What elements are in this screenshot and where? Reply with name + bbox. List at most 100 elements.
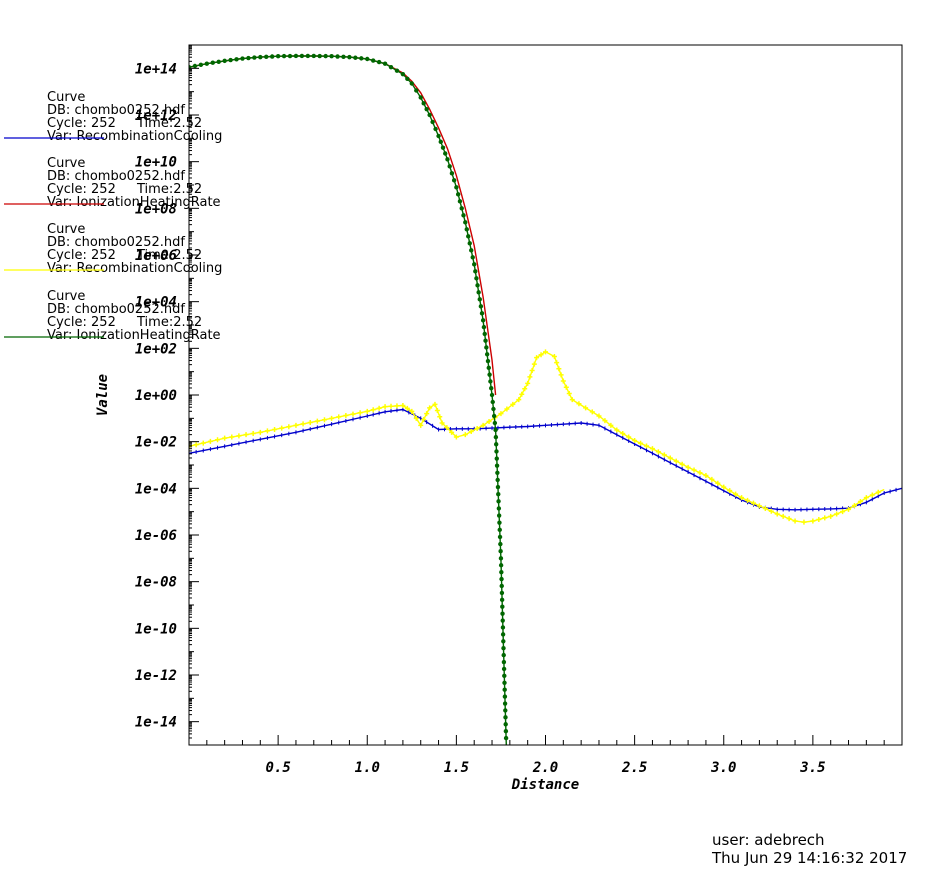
data-point <box>474 425 480 431</box>
data-point <box>649 446 655 452</box>
data-point <box>503 735 509 741</box>
data-point <box>566 390 572 396</box>
data-point <box>252 55 257 60</box>
y-tick-label: 1e+12 <box>135 108 177 124</box>
data-point <box>335 54 340 59</box>
data-point <box>685 464 691 470</box>
data-point <box>394 68 400 73</box>
data-point <box>504 406 510 412</box>
legend-text: Cycle: 252 <box>47 182 116 197</box>
series-line <box>189 55 507 745</box>
data-point <box>750 500 756 506</box>
x-axis-title: Distance <box>511 777 579 793</box>
data-point <box>484 345 489 350</box>
legend-text: Var: RecombinationCooling <box>47 261 222 276</box>
data-point <box>498 411 504 417</box>
data-point <box>488 379 493 384</box>
y-tick-label: 1e-10 <box>135 621 177 637</box>
data-point <box>341 54 346 60</box>
legend-text: Cycle: 252 <box>47 315 116 330</box>
legend-text: DB: chombo0252.hdf <box>47 169 185 184</box>
data-point <box>236 433 242 439</box>
data-point <box>193 442 199 448</box>
data-point <box>409 81 415 86</box>
plot-frame <box>188 44 903 746</box>
data-point <box>596 413 602 419</box>
data-point <box>364 408 370 414</box>
data-point <box>234 57 239 62</box>
data-point <box>733 491 739 497</box>
data-point <box>439 420 445 426</box>
data-point <box>502 694 508 699</box>
data-point <box>481 324 487 330</box>
data-point <box>382 404 388 410</box>
data-point <box>376 405 382 411</box>
data-point <box>418 422 424 428</box>
tick-labels: 0.5 1.0 1.5 2.0 2.5 3.0 3.5 1e+14 1e+12 1e+10 1e+0… <box>135 61 826 776</box>
data-point <box>501 639 506 644</box>
data-point <box>644 443 650 449</box>
series-4 <box>189 53 509 745</box>
data-point <box>418 95 423 100</box>
data-point <box>229 434 235 440</box>
data-point <box>440 145 446 150</box>
data-point <box>275 54 281 59</box>
data-point <box>834 511 840 517</box>
legend-text: Curve <box>47 289 85 304</box>
data-point <box>455 192 461 197</box>
data-point <box>329 54 334 59</box>
data-point <box>494 449 499 454</box>
data-point <box>461 213 466 218</box>
data-point <box>496 513 502 518</box>
data-point <box>281 53 287 59</box>
data-point <box>215 437 221 443</box>
data-point <box>370 58 376 63</box>
data-point <box>436 133 441 139</box>
data-point <box>286 424 292 430</box>
footer-user: user: adebrech <box>712 831 825 849</box>
legend-text: Time:2.52 <box>136 248 202 263</box>
data-point <box>558 372 564 378</box>
data-point <box>258 54 263 60</box>
data-point <box>405 76 410 82</box>
data-point <box>501 652 506 658</box>
data-point <box>350 411 356 417</box>
data-point <box>503 715 508 720</box>
data-point <box>483 338 488 343</box>
x-tick-label: 2.5 <box>621 760 647 776</box>
series-1 <box>189 407 902 512</box>
data-point <box>250 431 256 436</box>
data-point <box>311 53 316 59</box>
data-point <box>500 625 506 630</box>
data-point <box>409 408 415 414</box>
data-point <box>816 516 822 522</box>
y-tick-label: 1e+08 <box>135 201 177 217</box>
data-point <box>388 403 394 409</box>
series-line <box>189 55 497 396</box>
data-point <box>529 368 535 373</box>
data-point <box>655 449 661 455</box>
data-point <box>495 484 501 490</box>
data-point <box>480 318 486 323</box>
data-point <box>531 361 537 367</box>
data-point <box>243 432 249 438</box>
data-point <box>500 611 505 616</box>
data-point <box>499 597 505 603</box>
data-point <box>673 458 679 464</box>
data-point <box>192 63 198 69</box>
data-point <box>626 434 632 440</box>
data-point <box>499 569 504 575</box>
legend-text: Curve <box>47 90 85 105</box>
data-point <box>469 248 474 253</box>
y-tick-label: 1e-06 <box>135 528 177 544</box>
data-point <box>404 405 410 411</box>
data-point <box>468 429 474 435</box>
data-point <box>464 227 469 232</box>
footer-timestamp: Thu Jun 29 14:16:32 2017 <box>712 849 908 867</box>
data-point <box>475 283 480 288</box>
data-point <box>556 366 562 372</box>
data-point <box>496 491 501 497</box>
data-point <box>583 405 589 411</box>
